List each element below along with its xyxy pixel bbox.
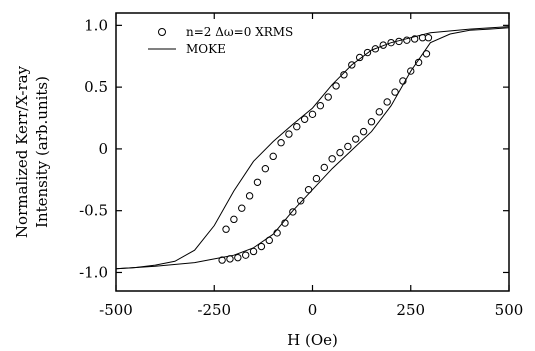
xrms-point [352, 135, 360, 143]
xrms-point [289, 208, 297, 216]
xrms-point [424, 34, 433, 42]
xrms-point [222, 225, 230, 233]
xrms-point [312, 174, 321, 183]
xrms-point [383, 98, 391, 106]
xrms-point [332, 82, 340, 90]
xrms-point [285, 130, 293, 138]
x-tick-label: 0 [308, 301, 318, 319]
series-layer [115, 26, 510, 270]
y-tick-label: -0.5 [79, 202, 108, 220]
xrms-point [253, 178, 262, 186]
xrms-point [340, 71, 348, 79]
plot-border [115, 12, 510, 292]
y-axis: 1.0 0.5 0 -0.5 -1.0 [79, 16, 509, 281]
moke-branch-line [115, 26, 510, 270]
y-tick-label: 0 [98, 140, 108, 158]
xrms-point [300, 115, 309, 123]
x-tick-label: 250 [396, 301, 425, 319]
series-xrms [218, 34, 433, 264]
legend-label-xrms: n=2 Δω=0 XRMS [186, 25, 293, 39]
xrms-point [355, 53, 364, 62]
legend-marker-xrms [158, 28, 166, 36]
x-tick-label: 500 [495, 301, 524, 319]
xrms-point [367, 118, 376, 126]
xrms-point [293, 122, 301, 131]
y-tick-label: 0.5 [84, 78, 108, 96]
xrms-point [316, 101, 325, 110]
legend-label-moke: MOKE [186, 42, 226, 56]
xrms-point [218, 256, 226, 264]
xrms-point [241, 251, 250, 259]
xrms-point [238, 204, 246, 212]
y-tick-label: -1.0 [79, 263, 108, 281]
xrms-point [328, 155, 336, 163]
xrms-point [324, 93, 332, 101]
xrms-point [304, 185, 313, 194]
x-axis-label: H (Oe) [287, 331, 338, 349]
xrms-point [245, 192, 254, 200]
xrms-point [375, 108, 384, 116]
xrms-point [249, 247, 258, 256]
y-axis-label-line-2: Intensity (arb.units) [33, 76, 51, 228]
x-tick-label: -500 [99, 301, 133, 319]
xrms-point [234, 253, 242, 262]
x-axis: -500 -250 0 250 500 [99, 13, 523, 319]
xrms-point [277, 139, 285, 147]
xrms-point [257, 242, 266, 251]
xrms-point [297, 197, 305, 205]
xrms-point [269, 152, 277, 161]
xrms-point [320, 163, 328, 172]
plot-area [115, 12, 510, 292]
xrms-point [344, 142, 352, 151]
xrms-point [230, 215, 238, 224]
moke-branch-line [115, 27, 510, 270]
xrms-point [359, 127, 368, 136]
legend: n=2 Δω=0 XRMS MOKE [148, 25, 293, 56]
xrms-point [261, 164, 270, 173]
series-moke [115, 26, 510, 270]
y-axis-label-line-1: Normalized Kerr/X-ray [13, 65, 31, 238]
y-tick-label: 1.0 [84, 16, 108, 34]
x-tick-label: -250 [197, 301, 231, 319]
xrms-point [308, 110, 317, 119]
xrms-point [336, 148, 344, 157]
xrms-point [391, 88, 399, 96]
